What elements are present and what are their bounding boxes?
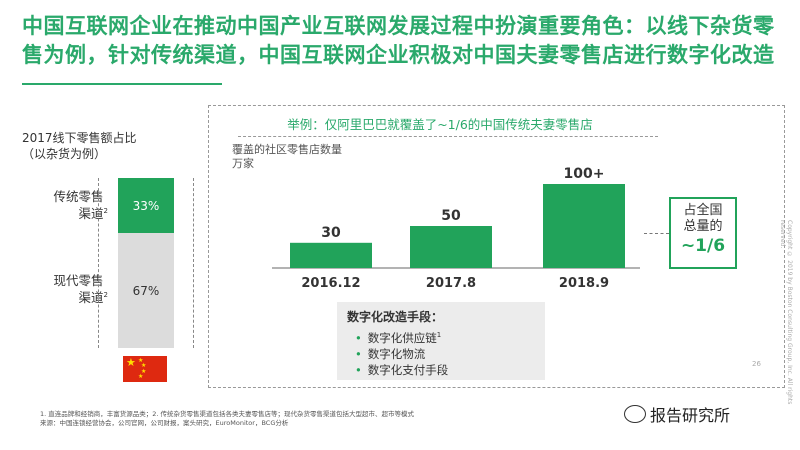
chart-ylabel: 覆盖的社区零售店数量 万家: [232, 143, 342, 171]
traditional-share-value: 33%: [132, 198, 160, 213]
example-panel: [208, 105, 785, 388]
footnote: 1. 直连品牌和经销商，丰富货源品类；2. 传统杂货零售渠道包括各类夫妻零售店等…: [40, 410, 560, 428]
copyright-note: Copyright © 2019 by Boston Consulting Gr…: [779, 220, 793, 405]
traditional-label-sup: 2: [103, 206, 108, 215]
digitization-means-box: 数字化改造手段： 数字化供应链1 数字化物流 数字化支付手段: [337, 302, 545, 380]
traditional-channel-label: 传统零售渠道2: [38, 188, 108, 222]
flag-small-star: ★: [141, 368, 147, 375]
bar-value-label: 100+: [564, 166, 605, 182]
callout-value: ~1/6: [680, 236, 726, 256]
flag-big-star: ★: [126, 356, 136, 369]
share-caption: 2017线下零售额占比 （以杂货为例）: [22, 130, 152, 162]
example-title: 举例：仅阿里巴巴就覆盖了~1/6的中国传统夫妻零售店: [0, 114, 800, 133]
modern-share-segment: 67%: [118, 233, 174, 348]
watermark: 报告研究所: [624, 402, 730, 426]
title-underline: [22, 83, 222, 85]
flag-small-star: ★: [138, 357, 144, 364]
means-item-text: 数字化物流: [367, 346, 426, 361]
modern-channel-label: 现代零售渠道2: [38, 272, 108, 306]
footnote-line1: 1. 直连品牌和经销商，丰富货源品类；2. 传统杂货零售渠道包括各类夫妻零售店等…: [40, 410, 415, 418]
bar-2016.12: [290, 242, 372, 268]
means-item-text: 数字化支付手段: [367, 362, 449, 377]
share-callout: 占全国 总量的 ~1/6: [669, 197, 737, 269]
callout-line2: 总量的: [683, 219, 723, 234]
traditional-share-segment: 33%: [118, 178, 174, 233]
flag-small-star: ★: [138, 373, 144, 380]
traditional-label-text: 传统零售渠道: [53, 189, 104, 221]
bar-2017.8: [410, 226, 492, 268]
example-title-text: 举例：仅阿里巴巴就覆盖了~1/6的中国传统夫妻零售店: [287, 117, 593, 132]
share-caption-line1: 2017线下零售额占比: [22, 131, 137, 145]
means-item: 数字化支付手段: [355, 362, 449, 378]
page-title: 中国互联网企业在推动中国产业互联网发展过程中扮演重要角色：以线下杂货零售为例，针…: [22, 14, 775, 67]
chart-ylabel-line2: 万家: [232, 157, 254, 170]
wechat-icon: [624, 405, 646, 423]
x-tick-label: 2016.12: [301, 276, 360, 291]
means-item-sup: 1: [436, 331, 442, 339]
bar-2018.9: [543, 184, 625, 268]
means-item-text: 数字化供应链: [367, 330, 437, 345]
modern-label-sup: 2: [103, 290, 108, 299]
example-title-rule: [238, 136, 658, 137]
watermark-text: 报告研究所: [650, 406, 731, 425]
share-stack-frame: [98, 178, 194, 348]
share-caption-line2: （以杂货为例）: [22, 147, 107, 161]
x-tick-label: 2017.8: [426, 276, 476, 291]
means-list: 数字化供应链1 数字化物流 数字化支付手段: [355, 327, 449, 378]
means-item: 数字化物流: [355, 346, 448, 362]
means-title: 数字化改造手段：: [347, 310, 444, 324]
chart-ylabel-line1: 覆盖的社区零售店数量: [232, 143, 342, 156]
x-tick-label: 2018.9: [559, 276, 609, 291]
callout-line1: 占全国: [683, 203, 723, 218]
page-number: 26: [752, 360, 761, 368]
flag-small-star: ★: [141, 362, 147, 369]
bar-value-label: 30: [321, 225, 341, 241]
modern-share-value: 67%: [132, 283, 160, 298]
means-item: 数字化供应链1: [355, 327, 448, 346]
callout-connector: [644, 233, 669, 234]
bar-value-label: 50: [441, 208, 461, 224]
china-flag-icon: ★ ★ ★ ★ ★: [123, 356, 167, 382]
modern-label-text: 现代零售渠道: [53, 273, 104, 305]
footnote-line2: 来源：中国连锁经营协会，公司官网，公司财报，案头研究，EuroMonitor，B…: [40, 419, 289, 427]
